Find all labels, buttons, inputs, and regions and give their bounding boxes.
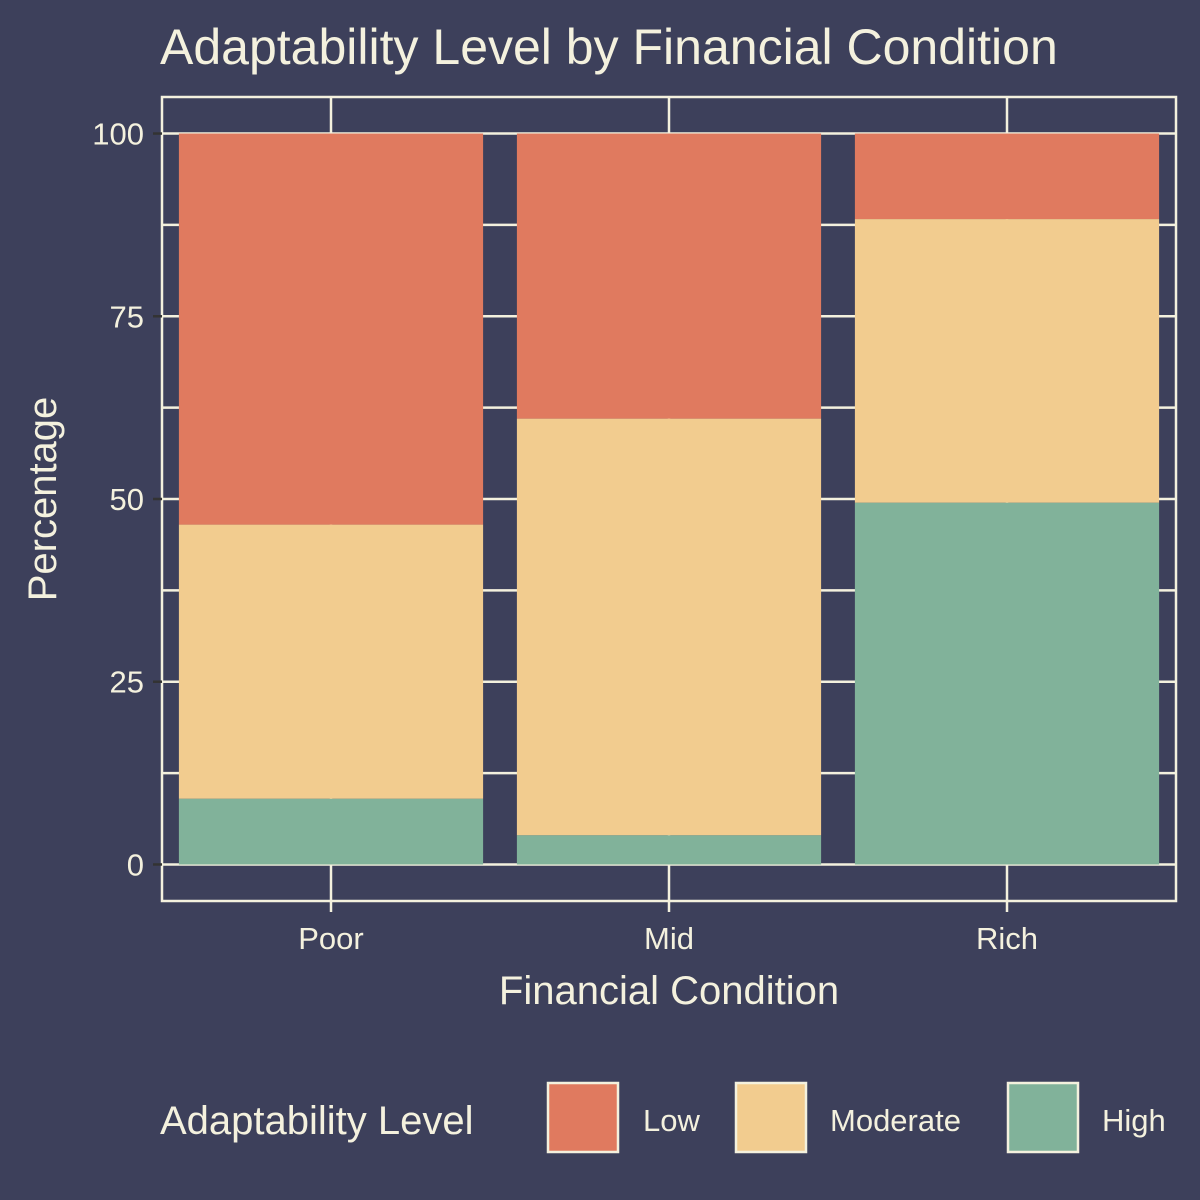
bar-low-rich xyxy=(854,133,1160,220)
legend-key-low xyxy=(546,1081,620,1154)
bar-low-poor xyxy=(178,133,484,525)
y-tick-label: 25 xyxy=(110,665,144,700)
legend-label-high: High xyxy=(1102,1103,1166,1138)
bar-high-poor xyxy=(178,798,484,865)
legend-title: Adaptability Level xyxy=(160,1099,474,1143)
bar-high-rich xyxy=(854,502,1160,865)
chart-title: Adaptability Level by Financial Conditio… xyxy=(160,19,1058,75)
x-axis-title: Financial Condition xyxy=(499,969,839,1013)
x-tick-label: Poor xyxy=(298,921,363,956)
y-tick-label: 75 xyxy=(110,299,144,334)
bar-moderate-mid xyxy=(516,418,822,836)
bar-high-mid xyxy=(516,835,822,865)
y-tick-label: 0 xyxy=(127,847,144,882)
legend-key-high xyxy=(1006,1081,1080,1154)
x-tick-label: Mid xyxy=(644,921,694,956)
bar-moderate-poor xyxy=(178,524,484,799)
legend-key-moderate xyxy=(734,1081,808,1154)
y-tick-label: 100 xyxy=(92,117,144,152)
bar-moderate-rich xyxy=(854,219,1160,503)
y-tick-label: 50 xyxy=(110,482,144,517)
x-tick-label: Rich xyxy=(976,921,1038,956)
legend-label-moderate: Moderate xyxy=(830,1103,961,1138)
bar-low-mid xyxy=(516,133,822,419)
y-axis-title: Percentage xyxy=(21,397,65,602)
plot-area: 0 25 50 75 100 Poor Mid Rich xyxy=(92,95,1178,956)
legend-label-low: Low xyxy=(643,1103,700,1138)
legend: Adaptability Level Low Moderate High xyxy=(160,1081,1166,1154)
